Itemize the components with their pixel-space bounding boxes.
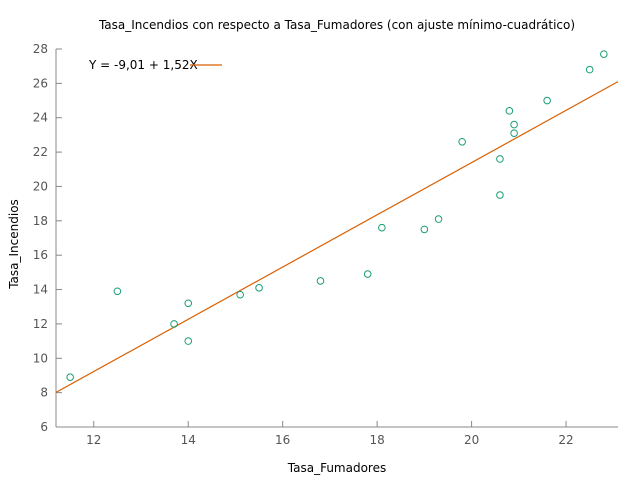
y-tick-label: 18 (33, 214, 48, 228)
x-tick-label: 16 (275, 433, 290, 447)
y-tick-label: 28 (33, 42, 48, 56)
data-point (600, 50, 608, 58)
x-axis-label: Tasa_Fumadores (287, 461, 386, 475)
data-point (543, 96, 551, 105)
x-tick-label: 22 (558, 433, 573, 447)
data-point (458, 137, 466, 146)
data-point (363, 270, 372, 278)
data-point (66, 373, 74, 381)
fit-line-group (55, 81, 619, 393)
y-tick-label: 20 (33, 179, 48, 193)
chart-title: Tasa_Incendios con respecto a Tasa_Fumad… (98, 18, 575, 32)
x-tick-label: 14 (181, 433, 196, 447)
data-point (316, 277, 325, 285)
x-tick-label: 12 (86, 433, 101, 447)
data-points (66, 50, 608, 381)
y-tick-label: 10 (33, 351, 48, 365)
y-tick-label: 12 (33, 317, 48, 331)
data-point (496, 155, 504, 163)
data-point (585, 65, 594, 74)
data-point (505, 107, 514, 115)
y-tick-label: 22 (33, 145, 48, 159)
y-tick-label: 26 (33, 76, 48, 90)
x-tick-label: 18 (370, 433, 385, 447)
data-point (184, 337, 193, 345)
data-point (420, 225, 429, 234)
data-point (113, 287, 122, 296)
y-tick-label: 24 (33, 111, 48, 125)
y-tick-label: 6 (40, 420, 48, 434)
axes: 6 8 10 12 14 16 18 20 22 24 26 28 12 14 16 18 20 22 (33, 42, 618, 447)
y-axis-label: Tasa_Incendios (7, 199, 21, 290)
y-tick-label: 14 (33, 283, 48, 297)
data-point (510, 129, 518, 137)
fit-line (55, 81, 619, 393)
data-point (170, 320, 178, 328)
data-point (434, 215, 443, 223)
data-point (255, 284, 263, 292)
data-point (184, 299, 193, 308)
data-point (236, 290, 244, 299)
data-point (378, 223, 386, 232)
data-point (510, 120, 518, 129)
legend-fit-label: Y = -9,01 + 1,52X (88, 58, 198, 72)
y-tick-label: 16 (33, 248, 48, 262)
y-tick-label: 8 (40, 386, 48, 400)
x-tick-label: 20 (464, 433, 479, 447)
legend: Y = -9,01 + 1,52X (88, 58, 222, 72)
data-point (496, 191, 504, 199)
